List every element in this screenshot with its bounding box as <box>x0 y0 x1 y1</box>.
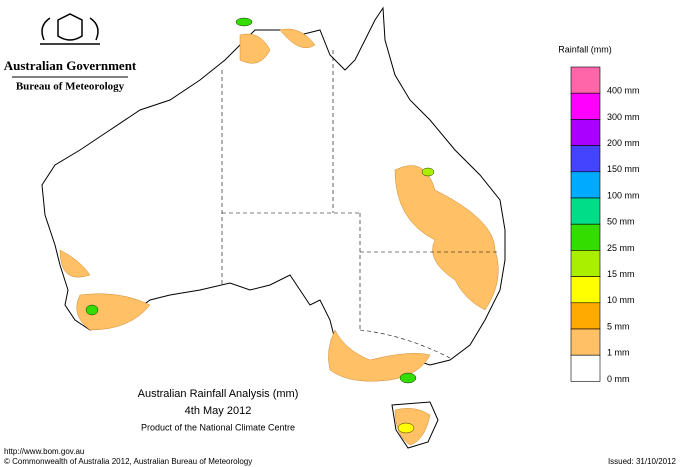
legend-label: 0 mm <box>607 374 630 384</box>
legend-swatch <box>570 119 601 146</box>
legend-title: Rainfall (mm) <box>558 44 612 54</box>
legend-label: 50 mm <box>607 217 635 227</box>
legend-label: 5 mm <box>607 321 630 331</box>
caption-product: Product of the National Climate Centre <box>141 422 295 432</box>
legend-label: 15 mm <box>607 269 635 279</box>
legend-label: 150 mm <box>607 164 640 174</box>
legend-swatch <box>570 302 601 330</box>
caption-date: 4th May 2012 <box>185 405 252 417</box>
legend-swatch <box>570 197 601 225</box>
bureau: Bureau of Meteorology <box>16 81 125 93</box>
legend-swatch <box>570 171 601 199</box>
legend-label: 25 mm <box>607 243 635 253</box>
legend-label: 10 mm <box>607 295 635 305</box>
caption-title: Australian Rainfall Analysis (mm) <box>138 388 299 400</box>
legend-label: 300 mm <box>607 112 640 122</box>
legend-swatch <box>570 145 601 173</box>
legend-label: 100 mm <box>607 190 640 200</box>
crest <box>40 13 100 45</box>
legend-swatch <box>570 276 601 304</box>
legend-swatch <box>570 223 601 251</box>
url: http://www.bom.gov.au <box>4 447 84 456</box>
state-borders <box>221 50 500 359</box>
map <box>41 6 506 449</box>
rain-areas <box>59 28 499 446</box>
legend-label: 1 mm <box>607 348 630 358</box>
legend-label: 200 mm <box>607 138 640 148</box>
legend-swatch <box>570 354 601 382</box>
legend-swatch <box>570 250 601 277</box>
legend-swatch <box>570 66 601 94</box>
legend-swatch <box>570 328 601 356</box>
legend-swatch <box>570 92 601 120</box>
legend: 400 mm 300 mm 200 mm 150 mm 100 mm 50 mm 25 mm… <box>570 66 640 384</box>
copyright: © Commonwealth of Australia 2012, Austra… <box>4 457 252 466</box>
legend-label: 400 mm <box>607 86 640 96</box>
heavy-rain <box>85 17 435 434</box>
issued: Issued: 31/10/2012 <box>608 457 677 466</box>
government: Australian Government <box>4 58 137 73</box>
